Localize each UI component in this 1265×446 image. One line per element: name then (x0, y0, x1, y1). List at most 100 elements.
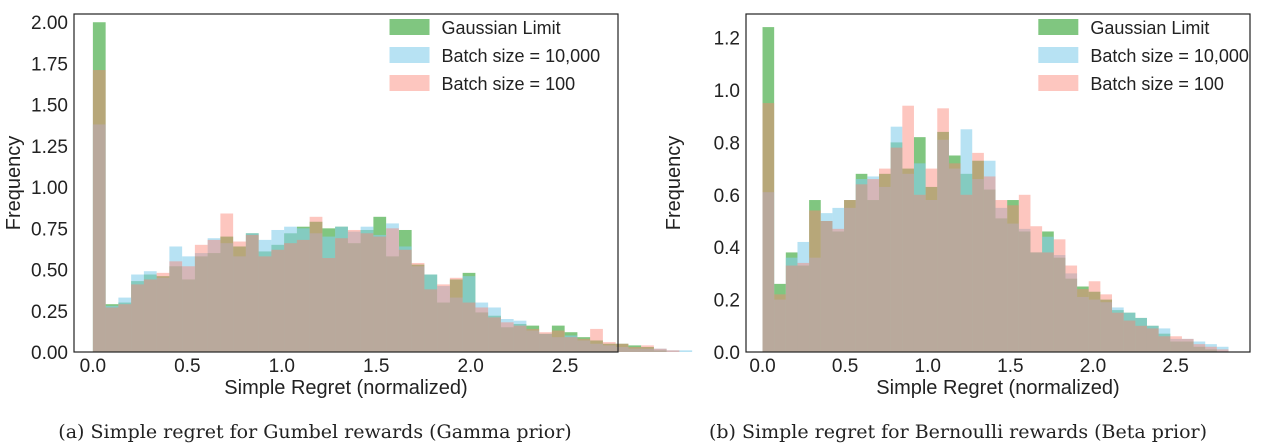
x-tick-label: 0.0 (749, 356, 775, 377)
histogram-bar (360, 226, 374, 352)
histogram-bar (602, 345, 616, 352)
y-tick-label: 0.2 (714, 291, 740, 312)
histogram-bar (1158, 336, 1171, 352)
histogram-bar (194, 244, 208, 352)
histogram-bar (820, 220, 833, 352)
histogram-bar (169, 246, 183, 352)
histogram-bar (832, 228, 845, 352)
histogram-bar (462, 302, 476, 352)
histogram-bar (143, 279, 157, 352)
histogram-bar (666, 350, 680, 352)
histogram-bar (335, 226, 348, 352)
histogram-bar (590, 343, 603, 352)
y-tick-label: 0.00 (31, 343, 68, 364)
y-tick-label: 0.0 (714, 343, 740, 364)
histogram-bar (653, 348, 667, 352)
histogram-bar (551, 337, 565, 352)
y-tick-label: 1.75 (31, 54, 68, 75)
histogram-bar (233, 241, 246, 352)
x-tick-label: 2.0 (457, 356, 483, 377)
histogram-bar (995, 207, 1008, 352)
histogram-bar (925, 200, 938, 352)
x-tick-label: 0.0 (80, 356, 106, 377)
histogram-bar (762, 192, 775, 352)
y-tick-label: 2.00 (31, 13, 68, 34)
histogram-bar (398, 249, 412, 352)
y-tick-label: 0.25 (31, 302, 68, 323)
histogram-bar (1053, 239, 1066, 352)
legend: Gaussian Limit Batch size = 10,000 Batch s… (389, 18, 601, 94)
histogram-bar (233, 256, 246, 352)
histogram-bar (797, 241, 810, 352)
histogram-bar (360, 233, 374, 352)
histogram-bar (913, 163, 926, 352)
histogram-bar (983, 160, 996, 352)
histogram-bar (347, 229, 361, 352)
histogram-bar (774, 294, 786, 352)
histogram-bar (118, 304, 132, 352)
y-tick-label: 1.0 (714, 81, 740, 102)
histogram-bar (347, 231, 361, 352)
histogram-bar (245, 233, 259, 352)
histogram-bar (335, 238, 348, 352)
histogram-bar (844, 207, 856, 352)
histogram-bar (207, 239, 221, 352)
x-axis-label: Simple Regret (normalized) (224, 377, 467, 399)
histogram-bar (1170, 336, 1182, 352)
histogram-bar (1216, 346, 1229, 352)
histogram-bar (1065, 265, 1078, 352)
legend: Gaussian Limit Batch size = 10,000 Batch s… (1038, 18, 1249, 94)
histogram-bar (820, 213, 833, 352)
histogram-bar (937, 139, 949, 352)
legend-label: Gaussian Limit (1090, 18, 1209, 38)
legend-label: Gaussian Limit (442, 18, 561, 38)
x-tick-label: 1.0 (915, 356, 941, 377)
legend-label: Batch size = 100 (1090, 74, 1224, 94)
x-tick-label: 0.5 (832, 356, 858, 377)
histogram-bar (1112, 312, 1124, 352)
plot-frame (745, 13, 1251, 353)
histogram-bar (513, 325, 527, 352)
histogram-bar (92, 124, 106, 352)
histogram-bar (602, 342, 616, 352)
histogram-bar (1146, 328, 1159, 352)
x-tick-label: 2.0 (1080, 356, 1106, 377)
series-2 (92, 124, 693, 352)
histogram-bar (641, 345, 654, 352)
histogram-bar (92, 70, 106, 352)
histogram-bar (762, 103, 775, 352)
y-tick-label: 1.50 (31, 96, 68, 117)
histogram-bar (785, 265, 798, 352)
histogram-bar (1030, 252, 1043, 352)
plot-frame (73, 13, 619, 353)
histogram-bar (131, 274, 144, 352)
histogram-bar (296, 228, 310, 352)
histogram-bar (539, 332, 552, 352)
series-2 (762, 126, 1229, 352)
histogram-bar (809, 210, 821, 352)
histogram-bar (1042, 236, 1054, 352)
histogram-bar (1088, 281, 1101, 352)
histogram-bar (1042, 252, 1054, 352)
histogram-bar (105, 305, 119, 352)
histogram-bar (1065, 273, 1078, 352)
histogram-bar (913, 194, 926, 352)
legend-label: Batch size = 10,000 (442, 46, 601, 66)
histogram-bar (1205, 344, 1217, 352)
histogram-bar (1018, 228, 1031, 352)
histogram-bar (1077, 289, 1089, 352)
histogram-bar (1088, 299, 1101, 352)
histogram-bar (797, 262, 810, 352)
histogram-bar (762, 27, 775, 352)
histogram-bar (424, 274, 438, 352)
histogram-bar (131, 284, 144, 352)
histogram-bar (879, 168, 891, 352)
y-tick-label: 1.2 (714, 29, 740, 50)
figure-caption: (a) Simple regret for Gumbel rewards (Ga… (58, 421, 571, 443)
histogram-bar (500, 319, 514, 352)
histogram-bar (488, 307, 501, 352)
histogram-bar (258, 239, 272, 352)
histogram-bar (972, 179, 984, 352)
histogram-bar (475, 302, 489, 352)
histogram-bar (1123, 320, 1136, 352)
